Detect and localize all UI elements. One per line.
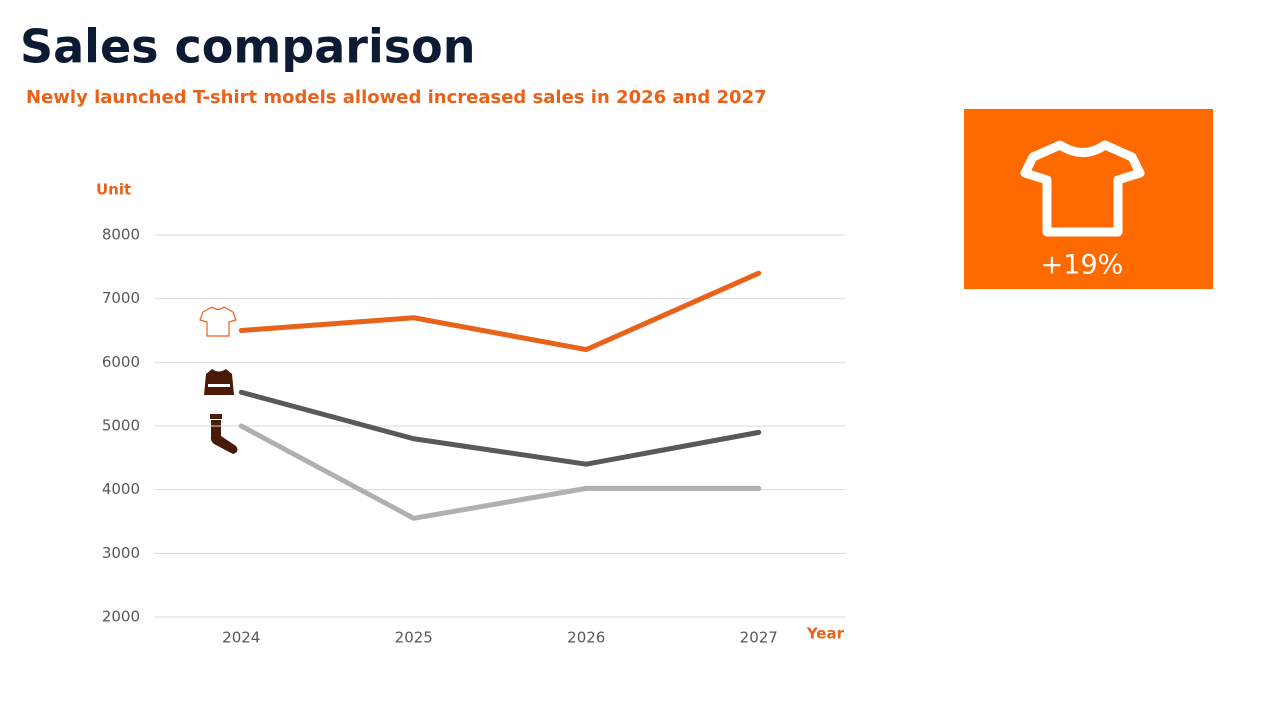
- callout-box: +19%: [964, 109, 1213, 289]
- series-line: [238, 423, 762, 521]
- callout-text: +19%: [1041, 250, 1124, 281]
- x-tick-label: 2025: [395, 629, 433, 647]
- y-tick-label: 8000: [102, 226, 140, 244]
- x-axis-label: Year: [806, 625, 845, 643]
- y-tick-label: 4000: [102, 480, 140, 498]
- y-tick-label: 3000: [102, 544, 140, 562]
- title: Sales comparison: [20, 20, 476, 74]
- series-line: [238, 389, 762, 467]
- subtitle: Newly launched T-shirt models allowed in…: [26, 87, 767, 108]
- y-axis-label: Unit: [96, 181, 131, 199]
- series-line: [238, 270, 762, 353]
- x-tick-label: 2024: [222, 629, 260, 647]
- callout-bg: [964, 109, 1213, 289]
- y-tick-label: 6000: [102, 353, 140, 371]
- sock-icon: [210, 414, 238, 454]
- y-tick-label: 5000: [102, 417, 140, 435]
- y-tick-label: 2000: [102, 608, 140, 626]
- x-tick-label: 2026: [567, 629, 605, 647]
- callout-icon: [1020, 140, 1145, 237]
- tshirt-icon: [199, 306, 237, 337]
- y-tick-label: 7000: [102, 289, 140, 307]
- sweater-icon: [204, 369, 234, 395]
- x-tick-label: 2027: [740, 629, 778, 647]
